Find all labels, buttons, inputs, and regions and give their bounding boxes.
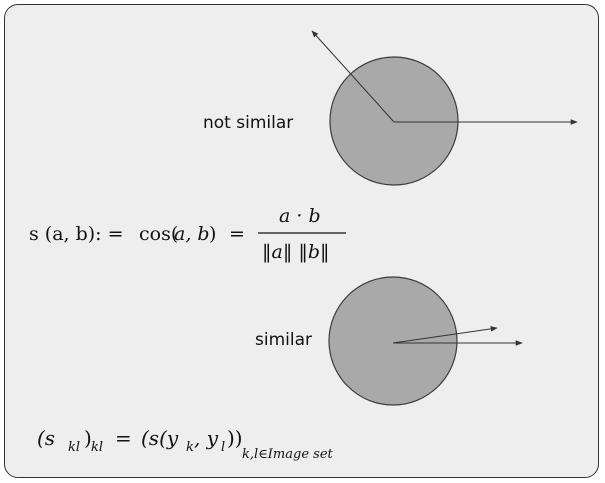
formula-denominator: ‖a‖ ‖b‖ — [262, 241, 330, 263]
matrix-rhs: (s(y — [141, 426, 179, 450]
matrix-lhs-sub: kl — [68, 440, 80, 455]
matrix-lhs: (s — [37, 426, 55, 450]
similar-group: similar — [255, 276, 523, 406]
similar-label: similar — [255, 330, 312, 350]
matrix-rhs-sub-l: l — [221, 440, 225, 455]
not-similar-vector-a — [311, 30, 395, 123]
diagram-panel — [4, 4, 599, 478]
matrix-lhs-sub2: kl — [91, 440, 103, 455]
matrix-index: k,l∈Image set — [242, 447, 334, 462]
matrix-rhs-close: )) — [227, 426, 243, 450]
not-similar-label: not similar — [203, 113, 293, 133]
matrix-rhs-sub-k: k — [186, 440, 194, 455]
formula-cos-close: ) — [209, 223, 216, 245]
formula-lhs: s (a, b): = — [29, 223, 124, 245]
matrix-comma: , y — [194, 426, 219, 450]
similar-vector-a — [392, 326, 498, 344]
not-similar-circle — [329, 56, 459, 186]
similarity-formula: s (a, b): = cos( a, b ) = a · b ‖a‖ ‖b‖ — [29, 205, 346, 263]
formula-eq: = — [229, 223, 245, 245]
formula-cos: cos( — [139, 223, 178, 245]
formula-numerator: a · b — [279, 205, 321, 227]
similar-circle — [328, 276, 458, 406]
not-similar-group: not similar — [203, 30, 578, 186]
formula-cos-args: a, b — [174, 223, 210, 245]
matrix-lhs-close: ) — [84, 426, 92, 450]
matrix-eq: = — [115, 426, 132, 450]
matrix-formula: (s kl ) kl = (s(y k , y l )) k,l∈Image s… — [37, 426, 334, 462]
